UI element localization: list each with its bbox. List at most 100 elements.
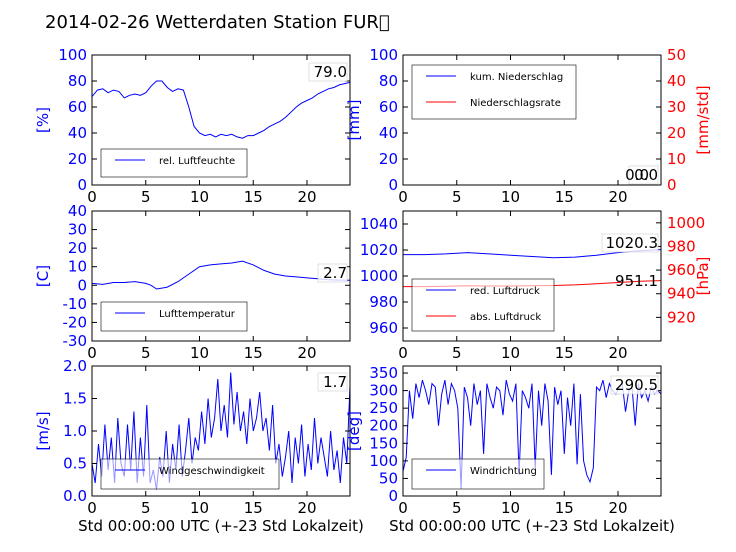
- y-axis-label: [deg]: [345, 411, 363, 451]
- x-tick-label: 10: [501, 344, 520, 362]
- series-line-1: [92, 80, 350, 139]
- x-tick-label: 15: [555, 344, 574, 362]
- y2-tick-label: 940: [667, 285, 696, 303]
- y-tick-label: 30: [68, 221, 87, 239]
- last-value-label-2: 951.1: [615, 272, 658, 290]
- legend-label: red. Luftdruck: [470, 286, 540, 297]
- x-tick-label: 5: [141, 499, 151, 517]
- y-tick-label: -20: [63, 313, 88, 331]
- x-tick-label: 20: [297, 499, 316, 517]
- y-tick-label: 20: [68, 239, 87, 257]
- legend-label: Windrichtung: [470, 466, 537, 477]
- chart-panel-5: 0 5 10 15 20 0.0 0.5 1.0 1.5 2.0 [m/s] Std 00:00:00…: [34, 357, 364, 535]
- x-tick-label: 10: [190, 188, 209, 206]
- y-tick-label: 100: [369, 452, 398, 470]
- series-line-1: [92, 260, 350, 290]
- plot-frame: [91, 54, 351, 186]
- plot-frame: [402, 54, 662, 186]
- y-tick-label: 1.5: [63, 390, 87, 408]
- legend-box: [100, 301, 248, 332]
- y2-axis-label: [mm/std]: [694, 85, 712, 154]
- y-tick-label: 10: [68, 258, 87, 276]
- y2-tick-label: 50: [667, 46, 686, 64]
- y-tick-label: 0: [388, 176, 398, 194]
- y-tick-label: 200: [369, 417, 398, 435]
- legend-label: Windgeschwindigkeit: [159, 466, 265, 477]
- y-tick-label: 1000: [360, 267, 398, 285]
- y-tick-label: 150: [369, 434, 398, 452]
- x-tick-label: 20: [608, 344, 627, 362]
- x-tick-label: 10: [190, 344, 209, 362]
- last-value-label: 79.0: [314, 63, 347, 81]
- y2-axis-label: [hPa]: [694, 257, 712, 296]
- plot-frame: [402, 365, 662, 497]
- y-tick-label: -30: [63, 332, 88, 350]
- y2-tick-label: 0: [667, 176, 677, 194]
- last-value-label-box: [308, 62, 348, 82]
- figure-title: 2014-02-26 Wetterdaten Station FUR : [45, 12, 390, 33]
- legend: kum. Niederschlag Niederschlagsrate: [411, 64, 577, 120]
- legend-box: [411, 458, 545, 490]
- plot-frame: [91, 210, 351, 342]
- last-value-label-2: 0.0: [625, 166, 649, 184]
- y-tick-label: 100: [58, 46, 87, 64]
- y2-tick-label: 10: [667, 150, 686, 168]
- last-value-label: 1.7: [323, 373, 347, 391]
- x-tick-label: 15: [244, 344, 263, 362]
- legend: Windgeschwindigkeit: [100, 458, 280, 490]
- last-value-label: 1020.3: [606, 234, 659, 252]
- x-tick-label: 15: [244, 188, 263, 206]
- last-value-label: 0.0: [634, 166, 658, 184]
- y-tick-label: 1020: [360, 241, 398, 259]
- legend: red. Luftdruck abs. Luftdruck: [411, 278, 555, 332]
- y-tick-label: 40: [68, 124, 87, 142]
- x-tick-label: 0: [398, 499, 408, 517]
- y-tick-label: 20: [68, 150, 87, 168]
- y-tick-label: 1.0: [63, 422, 87, 440]
- last-value-label-box: [317, 263, 348, 283]
- last-value-label-box: [601, 233, 659, 253]
- x-tick-label: 20: [608, 188, 627, 206]
- legend: Lufttemperatur: [100, 301, 248, 332]
- x-tick-label: 15: [244, 499, 263, 517]
- legend-label: Niederschlagsrate: [470, 98, 561, 109]
- y2-tick-label: 1000: [667, 214, 705, 232]
- y-tick-label: 100: [369, 46, 398, 64]
- y-tick-label: 0: [77, 176, 87, 194]
- x-tick-label: 10: [190, 499, 209, 517]
- y2-tick-label: 980: [667, 237, 696, 255]
- legend-label: abs. Luftdruck: [470, 312, 541, 323]
- y-axis-label: [%]: [34, 107, 52, 133]
- legend-label: rel. Luftfeuchte: [159, 156, 235, 167]
- y-tick-label: 2.0: [63, 357, 87, 375]
- x-tick-label: 0: [87, 188, 97, 206]
- y-tick-label: 50: [379, 469, 398, 487]
- y-axis-label: [mm]: [345, 100, 363, 141]
- legend-box: [411, 64, 577, 120]
- y-tick-label: 40: [379, 124, 398, 142]
- y-tick-label: 980: [369, 293, 398, 311]
- y-tick-label: 20: [379, 150, 398, 168]
- x-tick-label: 20: [608, 499, 627, 517]
- x-tick-label: 0: [87, 344, 97, 362]
- y-tick-label: 350: [369, 364, 398, 382]
- last-value-label-box: [610, 375, 659, 395]
- y-tick-label: 80: [68, 72, 87, 90]
- last-value-label-box: [317, 372, 348, 392]
- legend-label: Lufttemperatur: [159, 309, 236, 320]
- x-tick-label: 10: [501, 188, 520, 206]
- x-tick-label: 20: [297, 188, 316, 206]
- x-tick-label: 5: [452, 188, 462, 206]
- x-tick-label: 5: [452, 344, 462, 362]
- x-tick-label: 20: [297, 344, 316, 362]
- x-tick-label: 10: [501, 499, 520, 517]
- y-tick-label: 0.5: [63, 455, 87, 473]
- chart-panel-4: 0 5 10 15 20 960 980 1000 1020 1040 920 940 960 980 10…: [360, 210, 712, 362]
- legend-box: [100, 458, 280, 490]
- legend-box: [100, 148, 248, 178]
- last-value-label: 290.5: [615, 376, 658, 394]
- chart-panel-2: 0 5 10 15 20 0 20 40 60 80 100 0 10 20 30 40 50 [mm] [mm/s…: [345, 46, 712, 206]
- y-tick-label: 1040: [360, 215, 398, 233]
